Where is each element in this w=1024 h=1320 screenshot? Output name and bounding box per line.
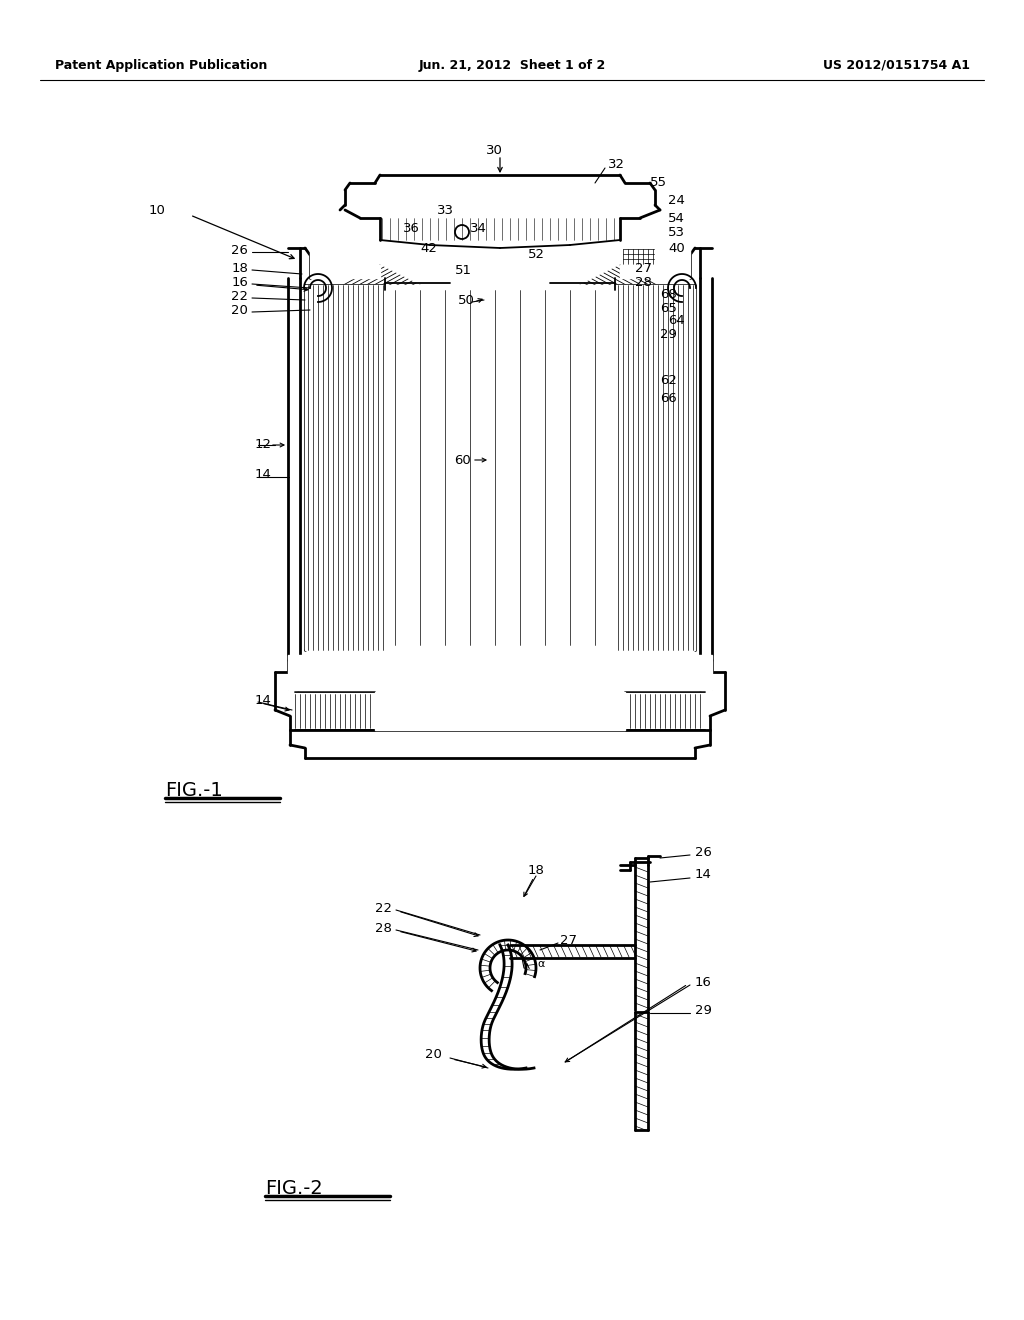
Text: 66: 66 [660,392,677,404]
Polygon shape [375,692,625,730]
Text: 20: 20 [425,1048,442,1061]
Text: 14: 14 [695,869,712,882]
Text: 18: 18 [528,863,545,876]
Text: 27: 27 [560,933,577,946]
Text: 68: 68 [660,289,677,301]
Text: Patent Application Publication: Patent Application Publication [55,58,267,71]
Text: 12: 12 [255,438,272,451]
Text: 65: 65 [660,301,677,314]
Text: 16: 16 [231,276,248,289]
Text: US 2012/0151754 A1: US 2012/0151754 A1 [823,58,970,71]
Polygon shape [620,248,690,279]
Text: 29: 29 [695,1003,712,1016]
Text: 64: 64 [668,314,685,326]
Text: 30: 30 [485,144,503,157]
Text: 52: 52 [528,248,545,261]
Text: 24: 24 [668,194,685,206]
Text: 40: 40 [668,242,685,255]
Text: 50: 50 [458,293,475,306]
Text: 34: 34 [470,222,486,235]
Text: 16: 16 [695,975,712,989]
Text: 53: 53 [668,226,685,239]
Polygon shape [385,285,615,649]
Text: 26: 26 [695,846,712,858]
Text: Jun. 21, 2012  Sheet 1 of 2: Jun. 21, 2012 Sheet 1 of 2 [419,58,605,71]
Polygon shape [305,285,385,649]
Polygon shape [288,655,712,690]
Text: 36: 36 [403,222,420,235]
Text: 33: 33 [437,203,454,216]
Text: FIG.-1: FIG.-1 [165,780,223,800]
Text: 55: 55 [650,177,667,190]
Polygon shape [615,285,695,649]
Text: 22: 22 [375,902,392,915]
Text: 32: 32 [608,158,625,172]
Text: 62: 62 [660,374,677,387]
Text: α: α [537,960,545,969]
Text: 29: 29 [660,329,677,342]
Text: 60: 60 [454,454,471,466]
Text: 22: 22 [231,289,248,302]
Text: 54: 54 [668,211,685,224]
Text: 42: 42 [420,242,437,255]
Text: 18: 18 [231,261,248,275]
Text: 26: 26 [231,243,248,256]
Text: 14: 14 [255,469,272,482]
Text: FIG.-2: FIG.-2 [265,1179,323,1197]
Polygon shape [310,248,380,279]
Text: 28: 28 [635,276,652,289]
Text: 20: 20 [231,304,248,317]
Text: 51: 51 [455,264,472,276]
Text: 27: 27 [635,261,652,275]
Text: 28: 28 [375,921,392,935]
Text: 10: 10 [148,203,165,216]
Text: 14: 14 [255,693,272,706]
